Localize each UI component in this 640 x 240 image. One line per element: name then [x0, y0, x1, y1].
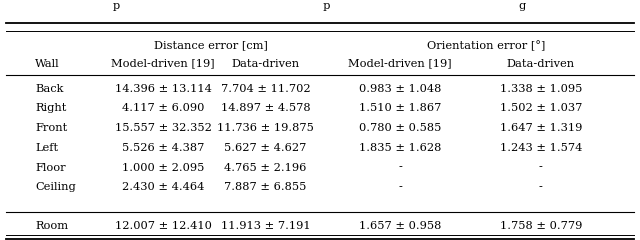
Text: 15.557 ± 32.352: 15.557 ± 32.352	[115, 123, 212, 133]
Text: Front: Front	[35, 123, 67, 133]
Text: 11.913 ± 7.191: 11.913 ± 7.191	[221, 221, 310, 231]
Text: -: -	[398, 162, 402, 173]
Text: -: -	[539, 162, 543, 173]
Text: Floor: Floor	[35, 162, 66, 173]
Text: Right: Right	[35, 103, 67, 114]
Text: Ceiling: Ceiling	[35, 182, 76, 192]
Text: 14.897 ± 4.578: 14.897 ± 4.578	[221, 103, 310, 114]
Text: 1.510 ± 1.867: 1.510 ± 1.867	[359, 103, 441, 114]
Text: 7.704 ± 11.702: 7.704 ± 11.702	[221, 84, 310, 94]
Text: Left: Left	[35, 143, 58, 153]
Text: -: -	[398, 182, 402, 192]
Text: 1.502 ± 1.037: 1.502 ± 1.037	[500, 103, 582, 114]
Text: 11.736 ± 19.875: 11.736 ± 19.875	[217, 123, 314, 133]
Text: 12.007 ± 12.410: 12.007 ± 12.410	[115, 221, 212, 231]
Text: Data-driven: Data-driven	[507, 59, 575, 69]
Text: 5.627 ± 4.627: 5.627 ± 4.627	[225, 143, 307, 153]
Text: 0.983 ± 1.048: 0.983 ± 1.048	[359, 84, 441, 94]
Text: Wall: Wall	[35, 59, 60, 69]
Text: -: -	[539, 182, 543, 192]
Text: 5.526 ± 4.387: 5.526 ± 4.387	[122, 143, 204, 153]
Text: 1.338 ± 1.095: 1.338 ± 1.095	[500, 84, 582, 94]
Text: Model-driven [19]: Model-driven [19]	[111, 59, 215, 69]
Text: 1.758 ± 0.779: 1.758 ± 0.779	[500, 221, 582, 231]
Text: 1.835 ± 1.628: 1.835 ± 1.628	[359, 143, 441, 153]
Text: Orientation error [°]: Orientation error [°]	[428, 40, 545, 51]
Text: 14.396 ± 13.114: 14.396 ± 13.114	[115, 84, 212, 94]
Text: 2.430 ± 4.464: 2.430 ± 4.464	[122, 182, 204, 192]
Text: 1.657 ± 0.958: 1.657 ± 0.958	[359, 221, 441, 231]
Text: 7.887 ± 6.855: 7.887 ± 6.855	[225, 182, 307, 192]
Text: Room: Room	[35, 221, 68, 231]
Text: 4.117 ± 6.090: 4.117 ± 6.090	[122, 103, 204, 114]
Text: 1.000 ± 2.095: 1.000 ± 2.095	[122, 162, 204, 173]
Text: 1.647 ± 1.319: 1.647 ± 1.319	[500, 123, 582, 133]
Text: Back: Back	[35, 84, 63, 94]
Text: 4.765 ± 2.196: 4.765 ± 2.196	[225, 162, 307, 173]
Text: p                                                        p                      : p p	[113, 1, 527, 11]
Text: 0.780 ± 0.585: 0.780 ± 0.585	[359, 123, 441, 133]
Text: Distance error [cm]: Distance error [cm]	[154, 41, 268, 51]
Text: 1.243 ± 1.574: 1.243 ± 1.574	[500, 143, 582, 153]
Text: Data-driven: Data-driven	[232, 59, 300, 69]
Text: Model-driven [19]: Model-driven [19]	[348, 59, 452, 69]
